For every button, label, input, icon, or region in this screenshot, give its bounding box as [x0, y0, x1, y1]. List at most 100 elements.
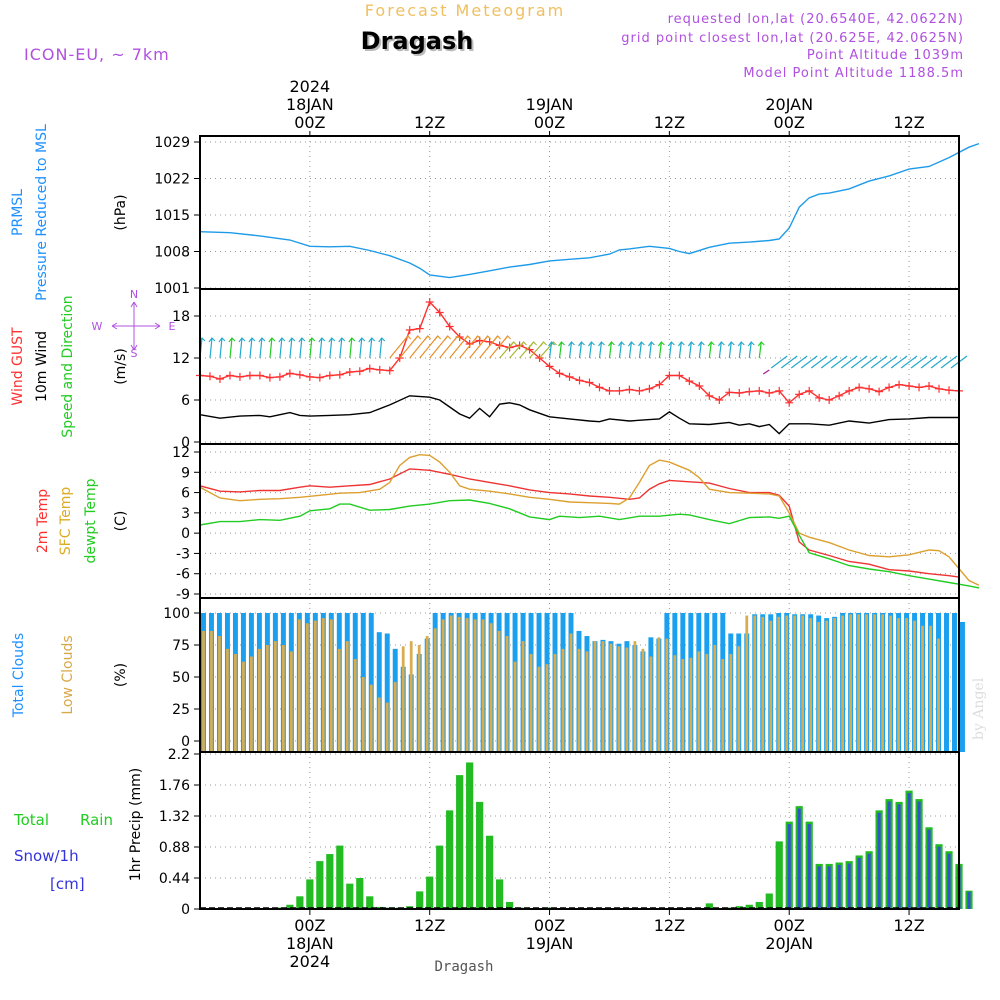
rain-bar — [755, 901, 763, 909]
wind-direction-arrow — [548, 341, 555, 347]
rain-bar — [436, 845, 444, 909]
wind-direction-arrow — [349, 337, 353, 359]
wind-gust-point — [715, 396, 724, 404]
snow-bar — [847, 863, 851, 909]
y-tick-label: 2.2 — [168, 747, 190, 763]
wind-gust-point — [325, 371, 334, 380]
legend-label: Speed and Direction — [60, 295, 76, 437]
low-cloud-bar — [497, 630, 501, 752]
rain-bar — [326, 854, 334, 909]
total-cloud-bar — [384, 633, 390, 752]
rain-bar — [346, 883, 354, 909]
wind-direction-arrow — [239, 337, 243, 359]
y-tick-label: 100 — [163, 606, 190, 622]
legend-label: Low Clouds — [60, 635, 76, 714]
low-cloud-bar — [417, 645, 421, 752]
wind-direction-arrow — [540, 341, 547, 347]
low-cloud-bar — [793, 615, 797, 752]
wind-direction-arrow — [880, 355, 898, 369]
y-tick-label: 9 — [181, 465, 190, 481]
top-time-label: 2024 — [289, 77, 330, 96]
rain-bar — [366, 896, 374, 909]
wind-direction-arrow — [379, 337, 383, 359]
wind-direction-arrow — [238, 337, 246, 343]
wind-gust-point — [305, 372, 314, 381]
low-cloud-bar — [769, 620, 773, 752]
wind-direction-arrow — [308, 337, 316, 343]
low-cloud-bar — [449, 615, 453, 752]
legend-label: dewpt Temp — [83, 478, 99, 563]
snow-bar — [927, 829, 931, 909]
wind-direction-arrow — [658, 341, 662, 359]
compass-east: E — [169, 320, 176, 333]
wind-direction-arrow — [737, 341, 745, 347]
top-time-label: 00Z — [774, 113, 805, 132]
snow-bar — [817, 866, 821, 909]
low-cloud-bar — [833, 618, 837, 752]
wind-gust-point — [285, 369, 294, 378]
bottom-time-label: 12Z — [893, 916, 924, 935]
low-cloud-bar — [761, 616, 765, 752]
snow-bar — [947, 853, 951, 909]
wind-gust-point — [295, 370, 304, 379]
wind-direction-arrow — [637, 341, 645, 347]
rain-bar — [316, 861, 324, 909]
snow-bar — [917, 801, 921, 909]
wind-direction-arrow — [208, 337, 216, 343]
wind-direction-arrow — [520, 341, 527, 347]
wind-direction-arrow — [424, 335, 432, 341]
wind-direction-arrow — [667, 341, 675, 347]
low-cloud-bar — [785, 615, 789, 752]
low-cloud-bar — [465, 618, 469, 752]
wind-direction-arrow — [348, 337, 356, 343]
y-tick-label: 75 — [172, 638, 190, 654]
low-cloud-bar — [297, 619, 301, 752]
snow-bar — [967, 891, 971, 909]
bottom-time-label: 00Z — [294, 916, 325, 935]
point-altitude: Point Altitude 1039m — [807, 48, 964, 63]
y-tick-label: 50 — [172, 670, 190, 686]
wind-direction-arrow — [259, 337, 263, 359]
wind-gust-point — [205, 372, 214, 381]
rain-bar — [376, 906, 384, 909]
wind-direction-arrow — [698, 341, 702, 359]
wind-gust-point — [405, 326, 414, 334]
wind-direction-arrow — [530, 341, 537, 347]
low-cloud-bar — [753, 615, 757, 752]
low-cloud-bar — [817, 621, 821, 752]
y-tick-label: 0 — [181, 902, 190, 918]
legend-label: Total — [13, 811, 49, 829]
wind-direction-arrow — [618, 341, 623, 359]
snow-bar — [897, 804, 901, 909]
low-cloud-bar — [305, 623, 309, 752]
y-axis-label: (m/s) — [113, 348, 129, 385]
panel-frame-temperature — [199, 443, 960, 599]
y-axis-label: (C) — [113, 511, 129, 532]
model-altitude: Model Point Altitude 1188.5m — [743, 66, 964, 81]
wind-direction-arrow — [404, 335, 412, 341]
wind-gust-point — [425, 298, 434, 306]
snow-bar — [807, 824, 811, 909]
wind-direction-arrow — [368, 337, 376, 343]
rain-bar — [705, 903, 713, 909]
legend-label: Rain — [80, 811, 113, 829]
low-cloud-bar — [633, 641, 637, 752]
low-cloud-bar — [649, 656, 653, 752]
low-cloud-bar — [745, 615, 749, 752]
low-cloud-bar — [689, 657, 693, 752]
low-cloud-bar — [889, 615, 892, 752]
wind-direction-arrow — [504, 335, 512, 341]
wind-gust-point — [275, 372, 284, 381]
low-cloud-bar — [226, 648, 229, 752]
low-cloud-bar — [513, 661, 517, 752]
rain-bar — [765, 893, 773, 909]
low-cloud-bar — [593, 641, 597, 752]
wind-gust-point — [825, 396, 834, 404]
footer-location: Dragash — [434, 959, 493, 975]
low-cloud-bar — [729, 653, 733, 752]
grid-point-coords: grid point closest lon,lat (20.625E, 42.… — [621, 31, 964, 46]
y-tick-label: 18 — [172, 309, 190, 325]
low-cloud-bar — [361, 677, 365, 752]
wind-gust-point — [415, 324, 424, 333]
wind-direction-arrow — [900, 355, 918, 369]
